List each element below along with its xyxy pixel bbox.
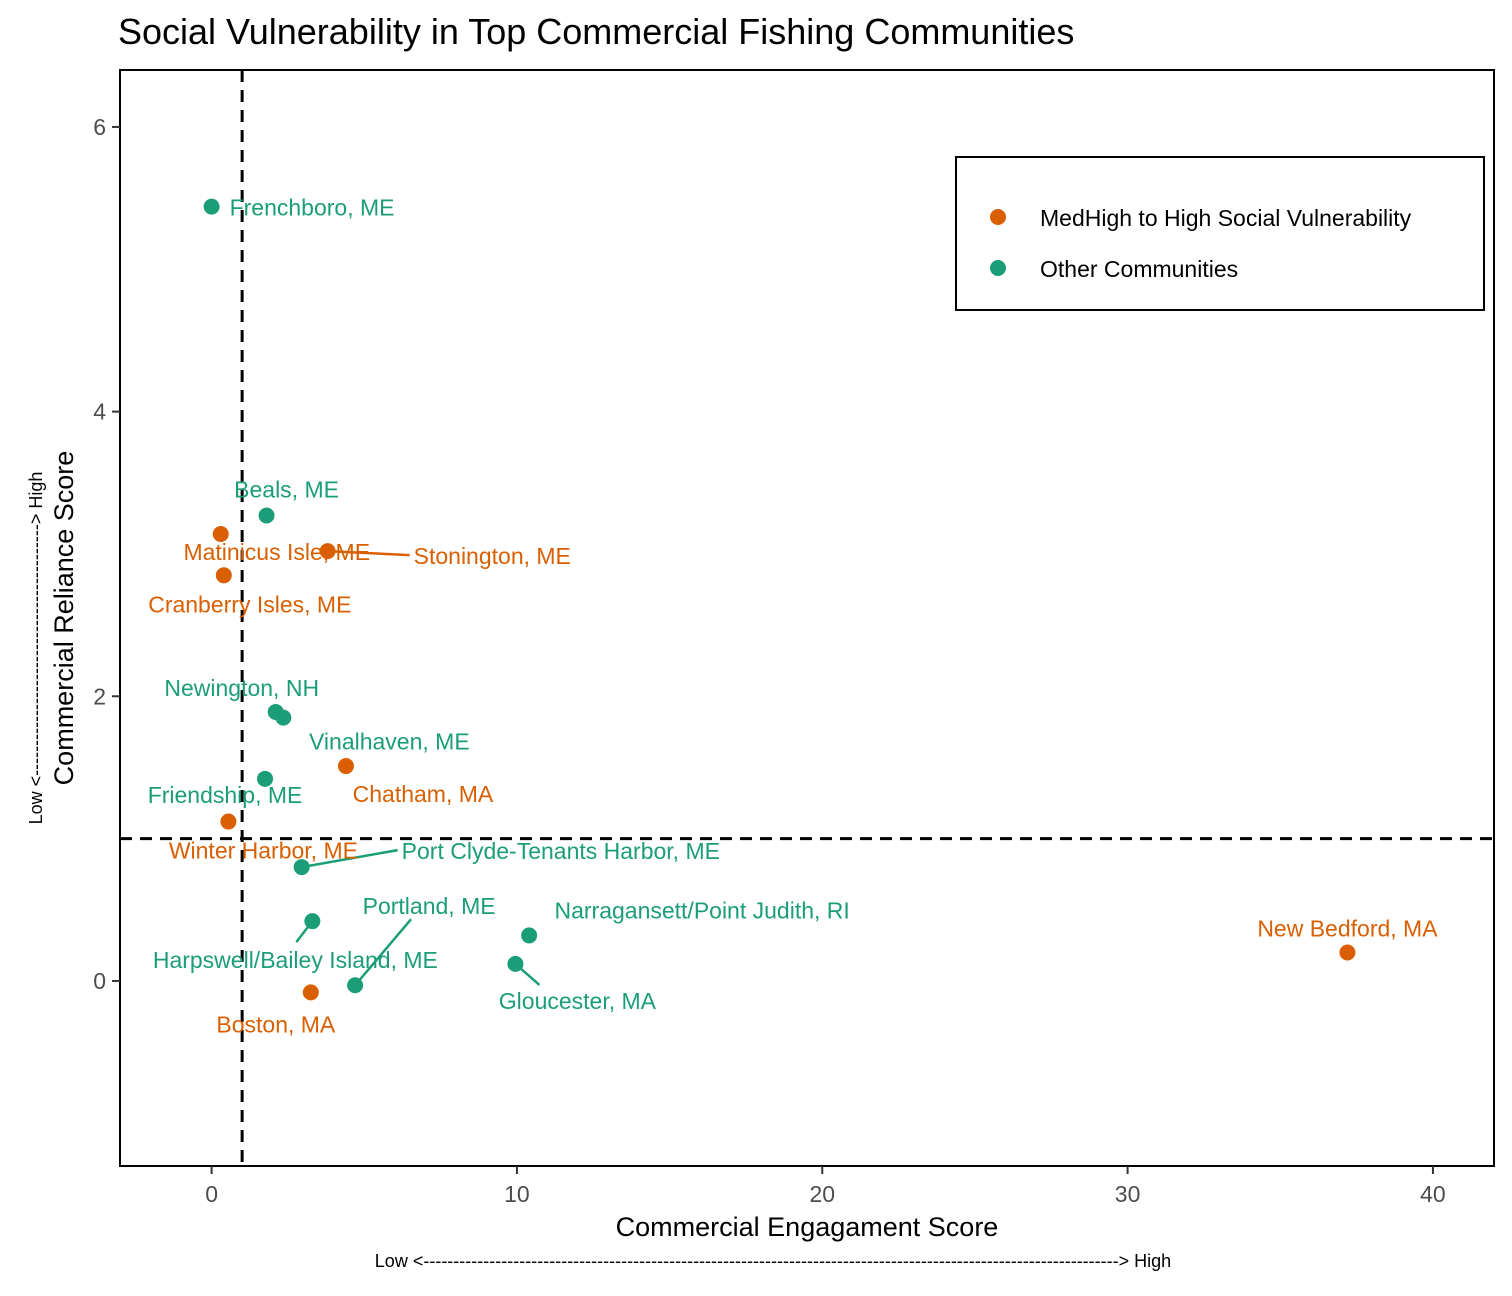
point-label: Cranberry Isles, ME	[148, 591, 351, 617]
y-axis: 0 2 4 6	[93, 114, 120, 994]
legend-key-high-vulnerability	[990, 209, 1006, 225]
point-label: Vinalhaven, ME	[309, 729, 470, 755]
x-axis: 0 10 20 30 40	[205, 1166, 1446, 1207]
point-label: Winter Harbor, ME	[169, 838, 358, 864]
legend: MedHigh to High Social Vulnerability Oth…	[955, 156, 1485, 311]
data-point	[507, 955, 524, 972]
point-label: Frenchboro, ME	[230, 195, 395, 221]
x-axis-title: Commercial Engagament Score	[616, 1212, 999, 1242]
data-point	[275, 709, 292, 726]
data-point	[215, 567, 232, 584]
data-point	[257, 770, 274, 787]
reference-lines	[120, 70, 1494, 1166]
y-tick-label: 0	[93, 968, 106, 994]
point-label: Beals, ME	[234, 477, 339, 503]
point-label: Newington, NH	[164, 675, 319, 701]
label-leader-line	[327, 549, 410, 557]
chart-title: Social Vulnerability in Top Commercial F…	[118, 11, 1074, 52]
x-tick-label: 10	[504, 1181, 530, 1207]
point-label: Harpswell/Bailey Island, ME	[153, 947, 438, 973]
point-labels: Matinicus Isle, ME Cranberry Isles, ME Sto…	[148, 195, 1439, 1038]
legend-box	[955, 156, 1485, 311]
x-tick-label: 30	[1115, 1181, 1141, 1207]
plot-panel-border	[119, 69, 1495, 1167]
data-points	[203, 198, 1356, 1001]
x-tick-label: 40	[1420, 1181, 1446, 1207]
data-point	[304, 913, 321, 930]
x-tick-label: 20	[809, 1181, 835, 1207]
label-leader-line	[301, 848, 398, 869]
y-tick-label: 2	[93, 683, 106, 709]
point-label: Port Clyde-Tenants Harbor, ME	[402, 838, 720, 864]
point-label: Boston, MA	[216, 1011, 336, 1037]
y-axis-title: Commercial Reliance Score	[49, 451, 79, 786]
label-leader-line	[354, 918, 413, 987]
data-point	[293, 859, 310, 876]
legend-label-other: Other Communities	[1040, 256, 1238, 282]
data-point	[319, 543, 336, 560]
data-point	[337, 758, 354, 775]
legend-label-high-vulnerability: MedHigh to High Social Vulnerability	[1040, 205, 1412, 231]
data-point	[521, 927, 538, 944]
data-point	[1339, 944, 1356, 961]
data-point	[302, 984, 319, 1001]
data-point	[203, 198, 220, 215]
legend-key-other	[990, 260, 1006, 276]
point-label: New Bedford, MA	[1257, 915, 1438, 941]
point-label: Stonington, ME	[414, 543, 571, 569]
data-point	[212, 526, 229, 543]
y-tick-label: 6	[93, 114, 106, 140]
point-label: Matinicus Isle, ME	[183, 539, 370, 565]
data-point	[220, 813, 237, 830]
x-axis-direction-label: Low <-----------------------------------…	[375, 1251, 1171, 1271]
point-label: Friendship, ME	[148, 782, 303, 808]
label-leader-lines	[295, 549, 541, 987]
point-label: Portland, ME	[363, 893, 496, 919]
point-label: Gloucester, MA	[499, 988, 657, 1014]
y-tick-label: 4	[93, 399, 106, 425]
data-point	[347, 977, 364, 994]
y-axis-direction-label: Low <-----------------------------------…	[26, 472, 46, 825]
data-point	[258, 507, 275, 524]
point-label: Chatham, MA	[353, 781, 494, 807]
point-label: Narragansett/Point Judith, RI	[554, 897, 849, 923]
x-tick-label: 0	[205, 1181, 218, 1207]
